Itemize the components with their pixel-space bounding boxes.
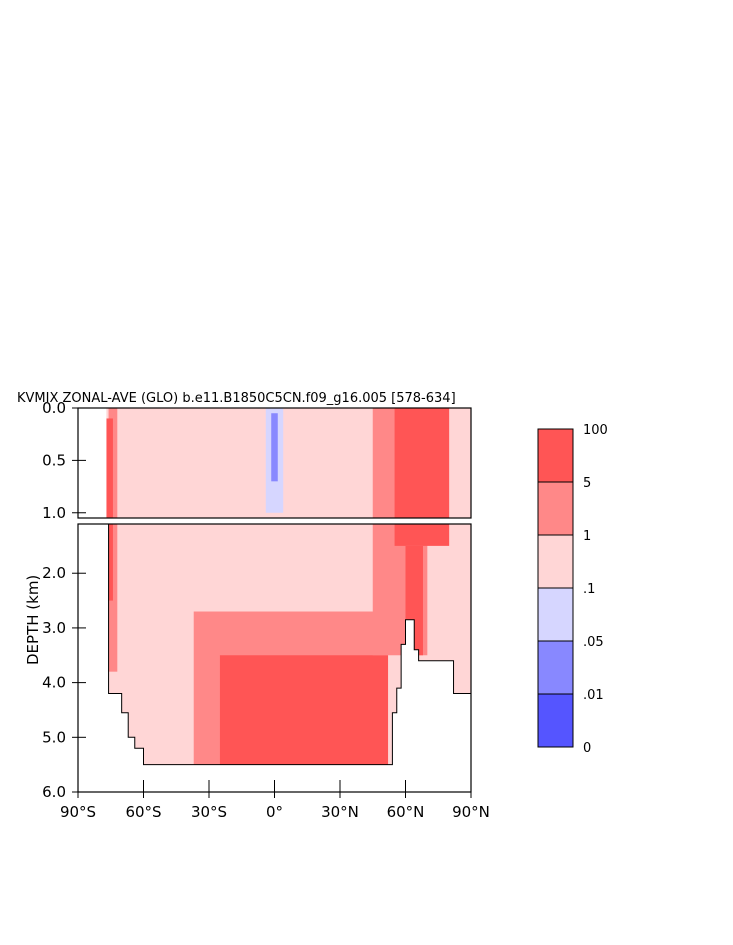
y-tick-label: 6.0 [42,783,66,801]
x-tick-label: 0° [266,803,283,821]
upper-depth-panel [78,408,471,518]
colorbar-swatch [537,587,574,642]
y-axis-label: DEPTH (km) [24,575,42,665]
colorbar-label: 1 [583,529,591,544]
shaded-region-6 [394,524,450,546]
x-tick-label: 30°S [191,803,227,821]
shaded-region-9 [271,413,278,482]
lower-depth-panel [78,524,471,792]
shaded-region-2 [106,524,113,601]
upper-panel-frame [77,407,472,519]
colorbar-swatch [537,640,574,695]
colorbar-swatch [537,693,574,748]
shaded-region-2 [106,418,113,518]
x-tick-label: 90°S [60,803,96,821]
x-tick-label: 30°N [321,803,359,821]
y-tick-label: 0.0 [42,399,66,417]
colorbar-label: .05 [583,635,604,650]
y-tick-label: 0.5 [42,451,66,469]
colorbar-swatch [537,534,574,589]
x-tick-label: 60°N [387,803,425,821]
colorbar-legend: 100 5 1 .1 .05 .01 0 [537,423,608,756]
colorbar-label: .01 [583,688,604,703]
x-tick-label: 90°N [452,803,490,821]
shaded-region-6 [394,408,450,518]
colorbar-label: 0 [583,741,591,756]
colorbar-label: 5 [583,476,591,491]
y-tick-label: 3.0 [42,619,66,637]
colorbar-swatch [537,428,574,483]
colorbar-swatch [537,481,574,536]
y-tick-label: 1.0 [42,504,66,522]
shaded-region-4 [219,655,389,765]
colorbar-label: 100 [583,423,608,438]
antarctic-land-mask-lower [78,524,107,528]
chart-title: KVMIX ZONAL-AVE (GLO) b.e11.B1850C5CN.f0… [17,391,456,406]
antarctic-land-mask [78,408,107,518]
colorbar-label: .1 [583,582,595,597]
seafloor-outline [78,524,471,766]
y-tick-label: 4.0 [42,674,66,692]
seafloor-mask [78,524,471,792]
y-tick-label: 2.0 [42,564,66,582]
x-tick-label: 60°S [125,803,161,821]
y-tick-label: 5.0 [42,728,66,746]
